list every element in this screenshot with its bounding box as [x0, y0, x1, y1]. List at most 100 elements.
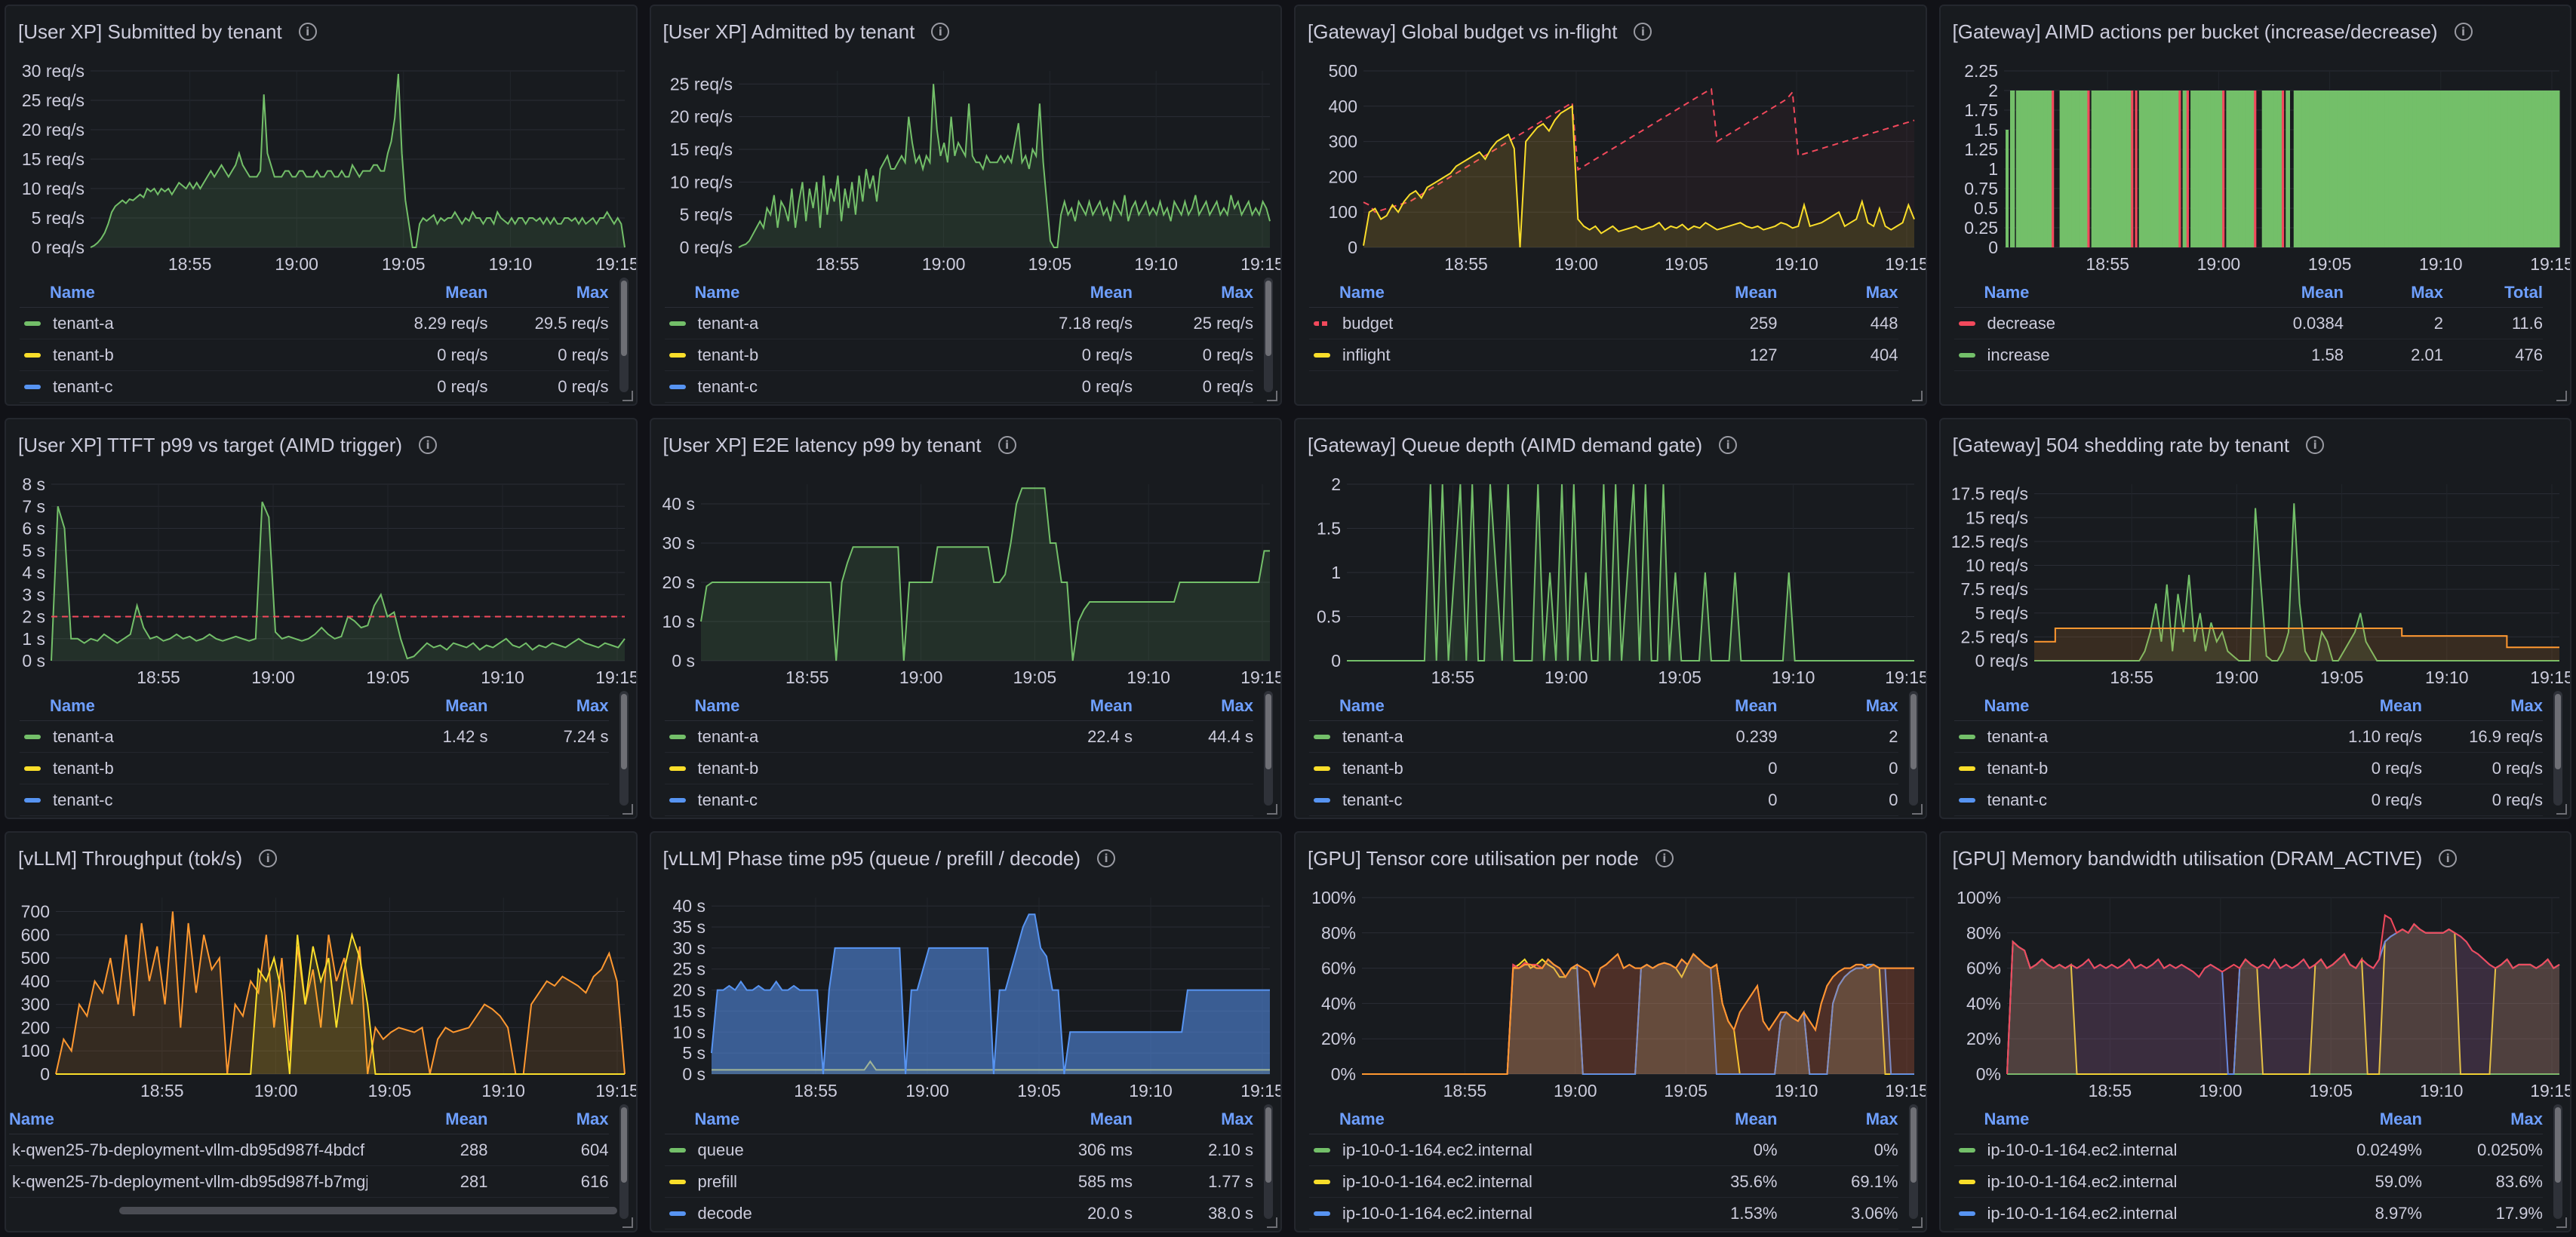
legend-scrollbar[interactable] [619, 1104, 629, 1219]
legend-row[interactable]: ip-10-0-1-164.ec2.internal 0.0249% 0.0250% [1954, 1134, 2543, 1166]
legend-row[interactable]: tenant-a 22.4 s 44.4 s [664, 721, 1253, 753]
legend-col-name[interactable]: Name [50, 282, 95, 302]
scrollbar-thumb[interactable] [1910, 1107, 1917, 1183]
legend-scrollbar[interactable] [619, 278, 629, 392]
legend-row[interactable]: ip-10-0-1-164.ec2.internal 0% 0% [1309, 1134, 1898, 1166]
legend-scrollbar[interactable] [1908, 691, 1918, 806]
legend-row[interactable]: tenant-c [20, 784, 609, 816]
resize-handle-icon[interactable] [2556, 1217, 2567, 1228]
legend-col-mean[interactable]: Mean [1090, 695, 1133, 715]
legend-row[interactable]: tenant-c 0 req/s 0 req/s [20, 371, 609, 403]
legend-scrollbar[interactable] [1908, 1104, 1918, 1219]
info-icon[interactable]: i [1719, 436, 1738, 454]
legend-row[interactable]: tenant-b [664, 753, 1253, 784]
resize-handle-icon[interactable] [2556, 391, 2567, 401]
resize-handle-icon[interactable] [1911, 391, 1923, 401]
legend-scrollbar[interactable] [1264, 691, 1273, 806]
legend-col-name[interactable]: Name [1984, 282, 2030, 302]
legend-col-mean[interactable]: Mean [1735, 282, 1778, 302]
legend-col-name[interactable]: Name [50, 695, 95, 715]
scrollbar-thumb[interactable] [2555, 694, 2561, 769]
legend-row[interactable]: tenant-c [664, 784, 1253, 816]
legend-col-name[interactable]: Name [1984, 1109, 2030, 1128]
legend-row[interactable]: tenant-a 1.10 req/s 16.9 req/s [1954, 721, 2543, 753]
legend-col-total[interactable]: Total [2504, 282, 2543, 302]
info-icon[interactable]: i [998, 436, 1016, 454]
legend-col-mean[interactable]: Mean [445, 1109, 488, 1128]
panel-11[interactable]: [GPU] Memory bandwidth utilisation (DRAM… [1938, 831, 2572, 1232]
panel-5[interactable]: [User XP] E2E latency p99 by tenant i 40 s… [649, 418, 1283, 819]
scrollbar-thumb[interactable] [2555, 1107, 2561, 1183]
chart-plot[interactable]: 500 400 300 200 100 0 18:55 19:00 19:05 19:10 19:1… [1296, 54, 1927, 281]
legend-col-max[interactable]: Max [1221, 695, 1253, 715]
legend-col-name[interactable]: Name [694, 695, 740, 715]
legend-col-name[interactable]: Name [1339, 695, 1385, 715]
panel-10[interactable]: [GPU] Tensor core utilisation per node i 1… [1294, 831, 1927, 1232]
chart-plot[interactable]: 2 1.5 1 0.5 0 18:55 19:00 19:05 19:10 19:15 [1296, 468, 1927, 694]
chart-plot[interactable]: 8 s7 s 6 s 5 s 4 s 3 s 2 s1 s0 s 18:55 19:00 19:… [6, 468, 638, 694]
chart-plot[interactable]: 30 req/s 25 req/s 20 req/s 15 req/s 10 req/s… [6, 54, 638, 281]
info-icon[interactable]: i [419, 436, 438, 454]
panel-9[interactable]: [vLLM] Phase time p95 (queue / prefill /… [649, 831, 1283, 1232]
chart-plot[interactable]: 17.5 req/s 15 req/s 12.5 req/s 10 req/s 7.5 … [1941, 468, 2572, 694]
info-icon[interactable]: i [2454, 23, 2473, 41]
legend-col-max[interactable]: Max [576, 695, 609, 715]
resize-handle-icon[interactable] [1267, 804, 1277, 815]
info-icon[interactable]: i [1634, 23, 1652, 41]
legend-row[interactable]: tenant-c 0 req/s 0 req/s [664, 371, 1253, 403]
legend-col-mean[interactable]: Mean [445, 695, 488, 715]
legend-col-max[interactable]: Max [2411, 282, 2443, 302]
legend-row[interactable]: tenant-c 0 req/s 0 req/s [1954, 784, 2543, 816]
legend-col-max[interactable]: Max [1221, 1109, 1253, 1128]
legend-scrollbar[interactable] [2553, 691, 2562, 806]
legend-row[interactable]: ip-10-0-1-164.ec2.internal 35.6% 69.1% [1309, 1166, 1898, 1198]
legend-row[interactable]: inflight 127 404 [1309, 339, 1898, 371]
chart-plot[interactable]: 25 req/s 20 req/s 15 req/s 10 req/s 5 req/s 0… [651, 54, 1283, 281]
scrollbar-thumb[interactable] [1265, 281, 1271, 356]
legend-scrollbar[interactable] [2553, 1104, 2562, 1219]
legend-row[interactable]: tenant-c 0 0 [1309, 784, 1898, 816]
info-icon[interactable]: i [931, 23, 950, 41]
scrollbar-thumb[interactable] [620, 281, 627, 356]
legend-col-mean[interactable]: Mean [2301, 282, 2344, 302]
legend-row[interactable]: k-qwen25-7b-deployment-vllm-db95d987f-b7… [9, 1166, 609, 1198]
panel-6[interactable]: [Gateway] Queue depth (AIMD demand gate)… [1294, 418, 1927, 819]
legend-scrollbar[interactable] [1264, 1104, 1273, 1219]
legend-scrollbar[interactable] [1264, 278, 1273, 392]
resize-handle-icon[interactable] [622, 1217, 633, 1228]
legend-col-name[interactable]: Name [1339, 1109, 1385, 1128]
chart-plot[interactable]: 40 s 30 s 20 s 10 s 0 s 18:55 19:00 19:05 19:10 1… [651, 468, 1283, 694]
chart-plot[interactable]: 700 600 500 400 300 200 100 0 18:55 19:00 19:05 19:… [6, 881, 638, 1107]
info-icon[interactable]: i [1655, 849, 1674, 867]
info-icon[interactable]: i [298, 23, 317, 41]
legend-row[interactable]: ip-10-0-1-164.ec2.internal 8.97% 17.9% [1954, 1198, 2543, 1229]
panel-8[interactable]: [vLLM] Throughput (tok/s) i 700 600 500 400 30… [5, 831, 638, 1232]
legend-col-max[interactable]: Max [1865, 282, 1898, 302]
resize-handle-icon[interactable] [1911, 1217, 1923, 1228]
resize-handle-icon[interactable] [622, 391, 633, 401]
resize-handle-icon[interactable] [1911, 804, 1923, 815]
info-icon[interactable]: i [259, 849, 278, 867]
scrollbar-thumb[interactable] [1265, 694, 1271, 769]
info-icon[interactable]: i [2439, 849, 2458, 867]
legend-col-mean[interactable]: Mean [1090, 1109, 1133, 1128]
legend-row[interactable]: prefill 585 ms 1.77 s [664, 1166, 1253, 1198]
legend-col-max[interactable]: Max [576, 282, 609, 302]
legend-col-max[interactable]: Max [2510, 1109, 2543, 1128]
panel-1[interactable]: [User XP] Admitted by tenant i 25 req/s 20 … [649, 5, 1283, 406]
legend-col-max[interactable]: Max [1865, 695, 1898, 715]
chart-plot[interactable]: 40 s35 s30 s25 s 20 s15 s10 s5 s0 s 18:55 1… [651, 881, 1283, 1107]
legend-row[interactable]: budget 259 448 [1309, 308, 1898, 339]
legend-col-max[interactable]: Max [576, 1109, 609, 1128]
legend-col-mean[interactable]: Mean [445, 282, 488, 302]
panel-2[interactable]: [Gateway] Global budget vs in-flight i 500… [1294, 5, 1927, 406]
legend-row[interactable]: increase 1.58 2.01 476 [1954, 339, 2543, 371]
legend-row[interactable]: ip-10-0-1-164.ec2.internal 59.0% 83.6% [1954, 1166, 2543, 1198]
chart-plot[interactable]: 100% 80% 60% 40% 20% 0% 18:55 19:00 19:05 19:10 19… [1941, 881, 2572, 1107]
legend-col-name[interactable]: Name [694, 1109, 740, 1128]
resize-handle-icon[interactable] [622, 804, 633, 815]
legend-scrollbar[interactable] [619, 691, 629, 806]
legend-row[interactable]: tenant-a 8.29 req/s 29.5 req/s [20, 308, 609, 339]
legend-col-max[interactable]: Max [1221, 282, 1253, 302]
legend-row[interactable]: tenant-a 0.239 2 [1309, 721, 1898, 753]
